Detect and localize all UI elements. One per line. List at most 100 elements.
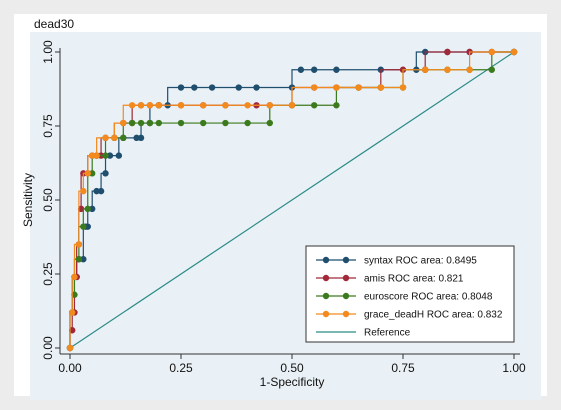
- data-point: [177, 84, 185, 91]
- data-point: [488, 48, 495, 56]
- data-point: [311, 102, 318, 109]
- data-point: [333, 84, 340, 91]
- data-point: [235, 84, 242, 91]
- data-point: [102, 134, 109, 142]
- x-tick-label: 0.25: [169, 361, 193, 375]
- data-point: [80, 256, 87, 263]
- data-point: [510, 48, 518, 56]
- y-tick-label: 0.00: [41, 336, 55, 360]
- data-point: [333, 102, 340, 109]
- data-point: [69, 327, 76, 334]
- data-point: [200, 102, 207, 109]
- legend-marker: [342, 310, 350, 318]
- data-point: [355, 84, 362, 91]
- data-point: [80, 223, 87, 230]
- data-point: [137, 119, 145, 127]
- data-point: [155, 102, 162, 109]
- data-point: [80, 187, 87, 195]
- data-point: [66, 344, 74, 352]
- data-point: [444, 66, 451, 73]
- y-tick-label: 0.50: [41, 188, 55, 212]
- legend-label: grace_deadH ROC area: 0.832: [364, 310, 503, 321]
- legend-box: [305, 245, 515, 343]
- data-point: [253, 84, 260, 91]
- data-point: [177, 119, 185, 127]
- legend-marker: [322, 274, 330, 282]
- data-point: [84, 205, 91, 213]
- data-point: [71, 291, 78, 298]
- data-point: [444, 48, 451, 56]
- data-point: [377, 84, 384, 91]
- data-point: [288, 102, 296, 109]
- data-point: [102, 170, 109, 177]
- data-point: [146, 102, 154, 109]
- data-point: [244, 119, 251, 127]
- data-point: [133, 134, 140, 142]
- data-point: [115, 152, 123, 159]
- data-point: [266, 119, 273, 127]
- data-point: [75, 241, 83, 248]
- plot-layer: [66, 48, 518, 352]
- legend-label: syntax ROC area: 0.8495: [364, 256, 477, 267]
- data-point: [111, 134, 118, 142]
- series-3: [66, 48, 518, 352]
- data-point: [466, 66, 473, 73]
- data-point: [137, 134, 145, 142]
- x-tick-label: 0.75: [391, 361, 415, 375]
- data-point: [137, 102, 145, 109]
- data-point: [84, 170, 91, 177]
- data-point: [208, 84, 216, 91]
- data-point: [311, 66, 318, 73]
- data-point: [84, 223, 91, 230]
- data-point: [69, 309, 76, 316]
- data-point: [200, 119, 207, 127]
- data-point: [177, 102, 185, 109]
- data-point: [155, 119, 162, 127]
- x-tick-label: 0.00: [58, 361, 82, 375]
- data-point: [106, 152, 114, 159]
- y-axis-title: Sensitivity: [21, 173, 35, 227]
- data-point: [89, 205, 96, 213]
- data-point: [244, 102, 251, 109]
- data-point: [93, 152, 100, 159]
- data-point: [422, 66, 429, 73]
- data-point: [89, 152, 96, 159]
- data-point: [128, 102, 136, 109]
- data-point: [97, 187, 105, 195]
- data-point: [333, 66, 340, 73]
- data-point: [102, 152, 109, 159]
- chart-title: dead30: [34, 17, 74, 31]
- reference-line: [69, 51, 515, 349]
- data-point: [266, 102, 273, 109]
- legend-marker: [342, 274, 350, 282]
- data-point: [93, 187, 100, 195]
- data-point: [120, 134, 127, 142]
- data-point: [128, 119, 136, 127]
- x-axis-title: 1-Specificity: [260, 375, 325, 389]
- roc-chart: dead30 0.00 0.25 0.50 0.75 1.000.000.250.500…: [21, 17, 526, 389]
- legend-marker: [322, 292, 330, 300]
- legend-marker: [322, 256, 330, 264]
- x-tick-label: 0.50: [280, 361, 304, 375]
- plot-frame: dead30 0.00 0.25 0.50 0.75 1.00 0.00 0.25 0.50 0…: [14, 14, 547, 400]
- data-point: [71, 273, 78, 281]
- data-point: [146, 119, 154, 127]
- data-point: [399, 84, 407, 91]
- data-point: [75, 256, 83, 263]
- data-point: [89, 170, 96, 177]
- legend-marker: [342, 292, 350, 300]
- y-tick-label: 1.00: [41, 40, 55, 64]
- data-point: [222, 119, 229, 127]
- data-point: [488, 66, 495, 73]
- data-point: [77, 205, 85, 213]
- legend: syntax ROC area: 0.8495 amis ROC area: 0.…: [305, 245, 515, 343]
- legend-marker: [342, 256, 350, 264]
- data-point: [191, 84, 198, 91]
- y-tick-label: 0.75: [41, 114, 55, 138]
- x-tick-label: 1.00: [502, 361, 526, 375]
- legend-label: amis ROC area: 0.821: [364, 274, 464, 285]
- legend-label: Reference: [364, 328, 411, 339]
- data-point: [222, 102, 229, 109]
- legend-marker: [322, 310, 330, 318]
- data-point: [297, 66, 305, 73]
